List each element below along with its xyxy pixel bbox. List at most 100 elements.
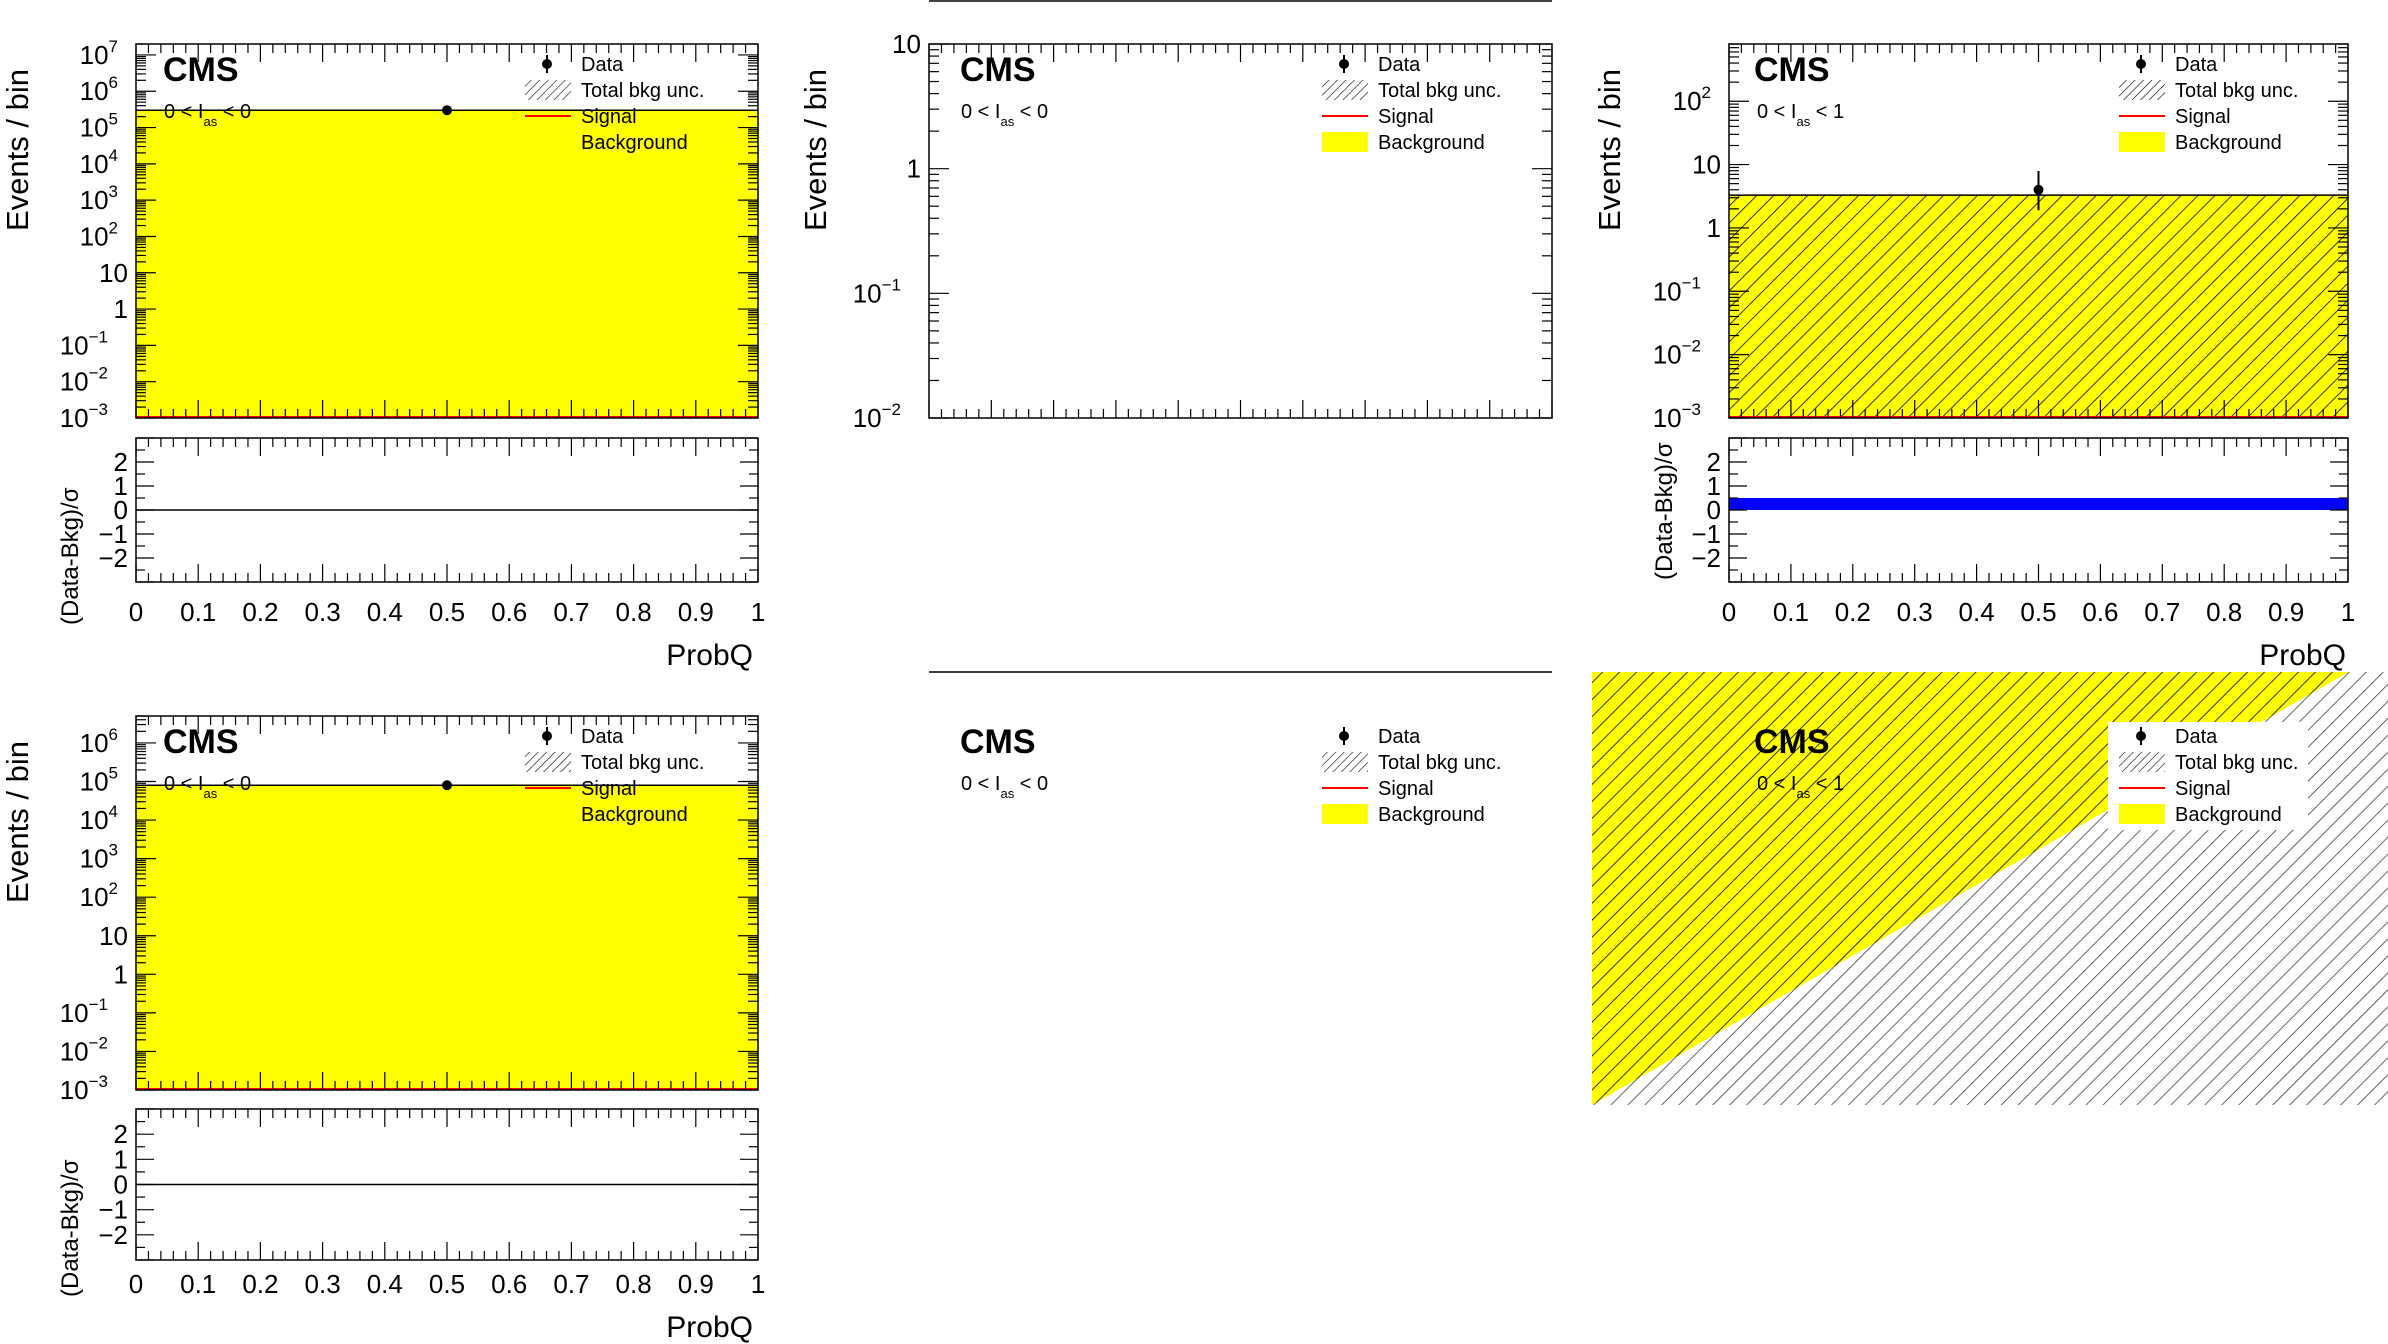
- legend-entry-label: Signal: [581, 106, 637, 128]
- legend-hatch-swatch: [525, 752, 571, 772]
- ratio-y-tick-label: −1: [1691, 519, 1721, 549]
- ratio-y-tick-label: 1: [114, 471, 128, 501]
- legend-entry-label: Data: [581, 54, 624, 76]
- cms-label: CMS: [1754, 51, 1830, 89]
- x-tick-label: 0.1: [1773, 597, 1809, 627]
- y-tick-label: 10−3: [1653, 400, 1701, 433]
- main-plot: 106 105 104 103 102 10 110−1 10−2 10−3: [60, 715, 759, 1105]
- legend-background-swatch: [525, 132, 571, 152]
- legend-entry-label: Total bkg unc.: [581, 752, 704, 774]
- x-tick-label: 0: [1722, 597, 1736, 627]
- y-tick-label: 1: [114, 959, 128, 989]
- ratio-plot: 210−1−20 0.1 0.2 0.3 0.4 0.5 0.6 0.7 0.8 0.9 1: [98, 1108, 765, 1299]
- ratio-y-tick-label: 0: [1707, 495, 1721, 525]
- y-tick-label: 107: [80, 37, 118, 70]
- x-axis-title: ProbQ: [666, 1311, 753, 1344]
- x-tick-label: 0.6: [491, 597, 527, 627]
- ratio-y-tick-label: 0: [114, 495, 128, 525]
- ratio-y-tick-label: 2: [114, 1119, 128, 1149]
- legend: Data Total bkg unc. Signal Background: [525, 54, 704, 154]
- legend: Data Total bkg unc. Signal Background: [525, 726, 704, 826]
- y-tick-label: 10−1: [1653, 273, 1701, 306]
- y-tick-label: 105: [80, 764, 118, 797]
- x-tick-label: 0.5: [429, 1269, 465, 1299]
- region-label: 0 < Ias < 0: [164, 101, 251, 129]
- y-tick-label: 10: [99, 258, 128, 288]
- panel-bottom-middle: CMS 0 < Ias < 0 Data Total bkg unc. Signal…: [929, 671, 1552, 826]
- y-tick-label: 1: [1707, 213, 1721, 243]
- legend-entry-label: Signal: [2175, 106, 2231, 128]
- ratio-y-tick-label: 0: [114, 1170, 128, 1200]
- legend-entry-label: Data: [1378, 726, 1421, 748]
- y-tick-label: 10−1: [60, 327, 108, 360]
- legend-entry-label: Signal: [2175, 778, 2231, 800]
- pull-band: [1729, 498, 2348, 510]
- main-plot: 102 10 110−1 10−2 10−3: [1653, 43, 2349, 433]
- background-bar: [136, 785, 758, 1090]
- legend-entry-label: Total bkg unc.: [1378, 752, 1501, 774]
- legend-entry-label: Background: [2175, 804, 2282, 826]
- ratio-y-tick-label: −1: [98, 1195, 128, 1225]
- y-tick-label: 104: [80, 146, 118, 179]
- y-tick-label: 1: [114, 294, 128, 324]
- y-tick-label: 1: [907, 154, 921, 184]
- x-tick-label: 1: [751, 1269, 765, 1299]
- cms-label: CMS: [960, 723, 1036, 761]
- y-tick-label: 102: [1673, 83, 1711, 116]
- legend-background-swatch: [1322, 132, 1368, 152]
- legend-entry-label: Data: [581, 726, 624, 748]
- y-tick-label: 10−3: [60, 1072, 108, 1105]
- legend-hatch-swatch: [2119, 752, 2165, 772]
- y-tick-label: 10: [892, 29, 921, 59]
- ratio-y-tick-label: 2: [114, 447, 128, 477]
- legend-background-swatch: [2119, 132, 2165, 152]
- region-label: 0 < Ias < 1: [1757, 101, 1844, 129]
- panel-top-middle: 10 1 10−1 10−2 CMS 0 < Ias < 0 Data Total bk…: [798, 0, 1553, 433]
- y-tick-label: 104: [80, 802, 118, 835]
- x-tick-label: 1: [2341, 597, 2355, 627]
- x-tick-label: 0.8: [616, 1269, 652, 1299]
- ratio-y-tick-label: 1: [114, 1144, 128, 1174]
- legend-data-marker: [542, 731, 552, 741]
- y-tick-label: 103: [80, 841, 118, 874]
- y-tick-label: 10−2: [853, 400, 901, 433]
- x-tick-label: 0.5: [2020, 597, 2056, 627]
- ratio-y-tick-label: −2: [98, 1220, 128, 1250]
- main-plot: 10 1 10−1 10−2: [853, 29, 1553, 433]
- region-label: 0 < Ias < 1: [1757, 773, 1844, 801]
- data-point: [442, 105, 452, 116]
- legend-background-swatch: [525, 804, 571, 824]
- ratio-y-axis-title: (Data-Bkg)/σ: [57, 1159, 84, 1297]
- legend-hatch-swatch: [1322, 80, 1368, 100]
- legend-entry-label: Background: [581, 132, 688, 154]
- ratio-plot: 210−1−20 0.1 0.2 0.3 0.4 0.5 0.6 0.7 0.8 0.9 1: [98, 437, 765, 627]
- legend-hatch-swatch: [525, 80, 571, 100]
- data-point: [442, 780, 452, 791]
- x-tick-label: 0.8: [2206, 597, 2242, 627]
- legend-entry-label: Total bkg unc.: [2175, 752, 2298, 774]
- x-tick-label: 0.7: [553, 597, 589, 627]
- legend-entry-label: Background: [1378, 132, 1485, 154]
- background-bar: [136, 110, 758, 419]
- y-tick-label: 10−2: [1653, 337, 1701, 370]
- x-tick-label: 0.2: [1835, 597, 1871, 627]
- x-tick-label: 0.7: [553, 1269, 589, 1299]
- legend-entry-label: Signal: [581, 778, 637, 800]
- x-tick-label: 0.2: [242, 597, 278, 627]
- y-tick-label: 10−1: [853, 275, 901, 308]
- x-tick-label: 0.9: [2268, 597, 2304, 627]
- y-tick-label: 102: [80, 879, 118, 912]
- legend-entry-label: Data: [2175, 726, 2218, 748]
- y-tick-label: 102: [80, 218, 118, 251]
- ratio-y-tick-label: 1: [1707, 471, 1721, 501]
- legend-data-marker: [2136, 59, 2146, 69]
- legend-entry-label: Data: [1378, 54, 1421, 76]
- legend-data-marker: [1339, 59, 1349, 69]
- legend: Data Total bkg unc. Signal Background: [1322, 726, 1501, 826]
- ratio-y-tick-label: 2: [1707, 447, 1721, 477]
- x-tick-label: 0: [129, 1269, 143, 1299]
